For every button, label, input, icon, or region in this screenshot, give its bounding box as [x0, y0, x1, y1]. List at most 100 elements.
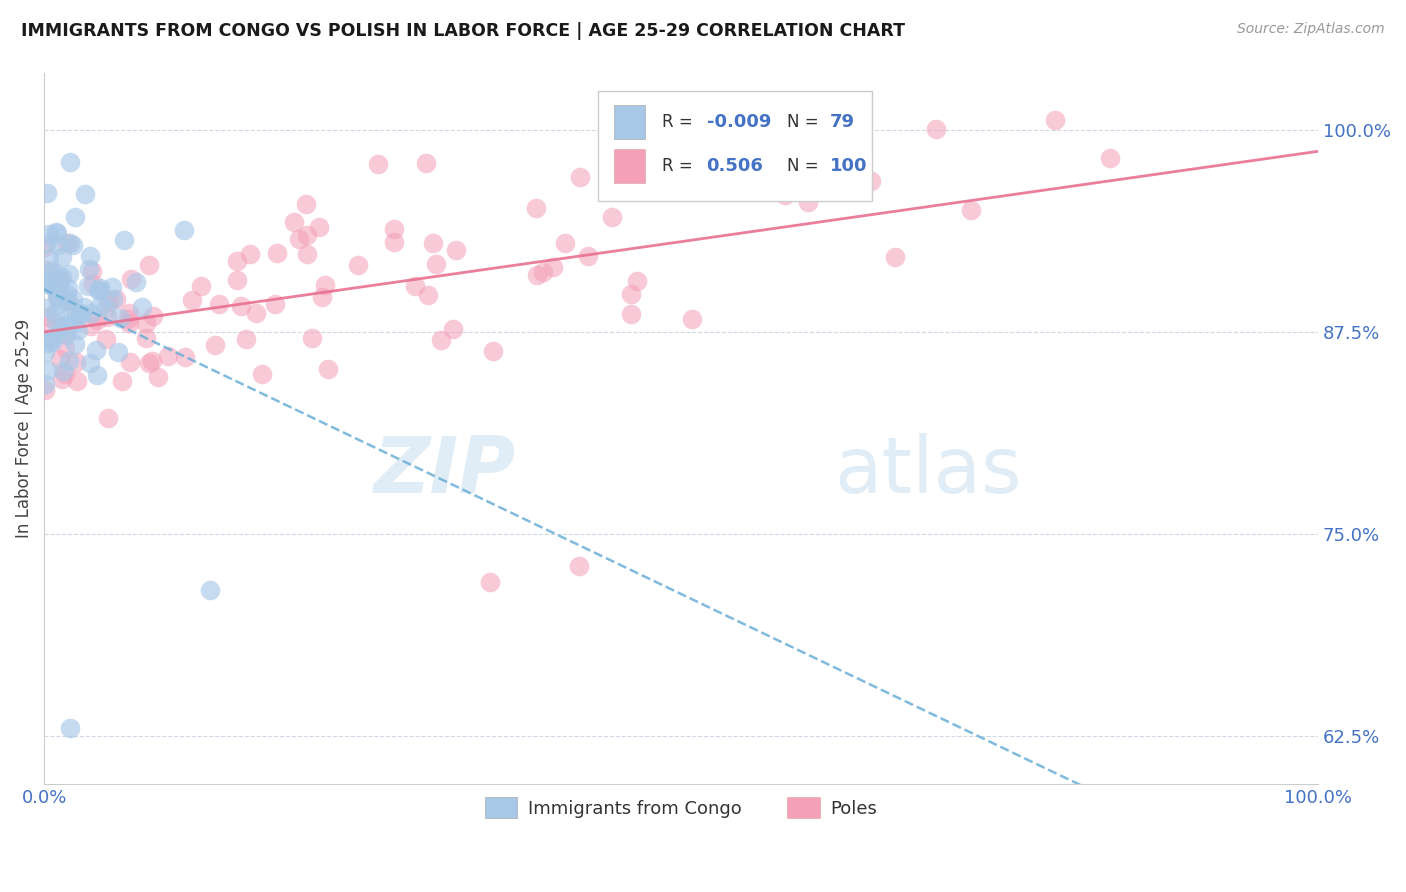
- Point: [314, 277, 336, 292]
- Point: [52, 364, 75, 378]
- Point: [63, 318, 86, 332]
- Point: [422, 235, 444, 250]
- Point: [110, 310, 132, 325]
- Point: [46, 287, 69, 301]
- Point: [266, 245, 288, 260]
- Point: [554, 236, 576, 251]
- Point: [225, 273, 247, 287]
- Text: Source: ZipAtlas.com: Source: ZipAtlas.com: [1237, 22, 1385, 37]
- Point: [148, 369, 170, 384]
- Point: [66, 323, 89, 337]
- Point: [63, 210, 86, 224]
- Point: [45, 315, 67, 329]
- Point: [56, 317, 79, 331]
- Point: [384, 222, 406, 236]
- Point: [117, 311, 139, 326]
- Point: [53, 325, 76, 339]
- Point: [89, 299, 111, 313]
- Point: [86, 368, 108, 383]
- Point: [34, 273, 56, 287]
- Point: [481, 343, 503, 358]
- Point: [111, 374, 134, 388]
- Point: [204, 338, 226, 352]
- Point: [65, 306, 87, 320]
- Point: [288, 232, 311, 246]
- Point: [49, 280, 72, 294]
- Point: [62, 305, 84, 319]
- Point: [79, 249, 101, 263]
- Point: [37, 235, 59, 250]
- FancyBboxPatch shape: [613, 149, 645, 183]
- Point: [48, 272, 70, 286]
- Point: [45, 279, 67, 293]
- Point: [87, 284, 110, 298]
- Point: [120, 272, 142, 286]
- Point: [34, 240, 56, 254]
- Point: [118, 306, 141, 320]
- Point: [576, 250, 599, 264]
- Point: [80, 264, 103, 278]
- Point: [84, 343, 107, 357]
- Point: [173, 351, 195, 365]
- Point: [38, 277, 60, 292]
- Legend: Immigrants from Congo, Poles: Immigrants from Congo, Poles: [478, 790, 884, 825]
- Point: [620, 287, 643, 301]
- Point: [620, 307, 643, 321]
- Point: [58, 155, 80, 169]
- Point: [301, 331, 323, 345]
- Point: [73, 186, 96, 201]
- Point: [69, 305, 91, 319]
- Text: N =: N =: [787, 157, 824, 175]
- Point: [45, 290, 67, 304]
- Point: [797, 195, 820, 210]
- Point: [39, 264, 62, 278]
- Point: [56, 293, 79, 307]
- Point: [46, 289, 69, 303]
- Point: [77, 278, 100, 293]
- Point: [42, 330, 65, 344]
- Point: [34, 383, 56, 397]
- Point: [38, 318, 60, 333]
- Point: [51, 251, 73, 265]
- Point: [51, 372, 73, 386]
- Point: [925, 122, 948, 136]
- Point: [239, 247, 262, 261]
- Point: [62, 292, 84, 306]
- Text: N =: N =: [787, 113, 824, 131]
- Point: [49, 352, 72, 367]
- Point: [46, 277, 69, 291]
- Point: [100, 280, 122, 294]
- Point: [416, 288, 439, 302]
- Point: [208, 297, 231, 311]
- Point: [600, 210, 623, 224]
- Point: [101, 292, 124, 306]
- Point: [35, 186, 58, 201]
- Point: [41, 335, 63, 350]
- Point: [32, 275, 55, 289]
- Point: [245, 306, 267, 320]
- Point: [79, 356, 101, 370]
- Point: [96, 310, 118, 324]
- Point: [131, 300, 153, 314]
- Point: [311, 290, 333, 304]
- FancyBboxPatch shape: [613, 105, 645, 139]
- Point: [883, 250, 905, 264]
- Point: [58, 721, 80, 735]
- Text: IMMIGRANTS FROM CONGO VS POLISH IN LABOR FORCE | AGE 25-29 CORRELATION CHART: IMMIGRANTS FROM CONGO VS POLISH IN LABOR…: [21, 22, 905, 40]
- Point: [44, 306, 66, 320]
- FancyBboxPatch shape: [599, 91, 872, 201]
- Point: [681, 312, 703, 326]
- Point: [70, 307, 93, 321]
- Point: [39, 278, 62, 293]
- Point: [38, 310, 60, 325]
- Point: [104, 292, 127, 306]
- Point: [53, 367, 76, 381]
- Point: [58, 235, 80, 250]
- Point: [1043, 113, 1066, 128]
- Point: [404, 279, 426, 293]
- Point: [58, 280, 80, 294]
- Point: [541, 260, 564, 274]
- Text: R =: R =: [662, 113, 697, 131]
- Point: [48, 324, 70, 338]
- Point: [55, 328, 77, 343]
